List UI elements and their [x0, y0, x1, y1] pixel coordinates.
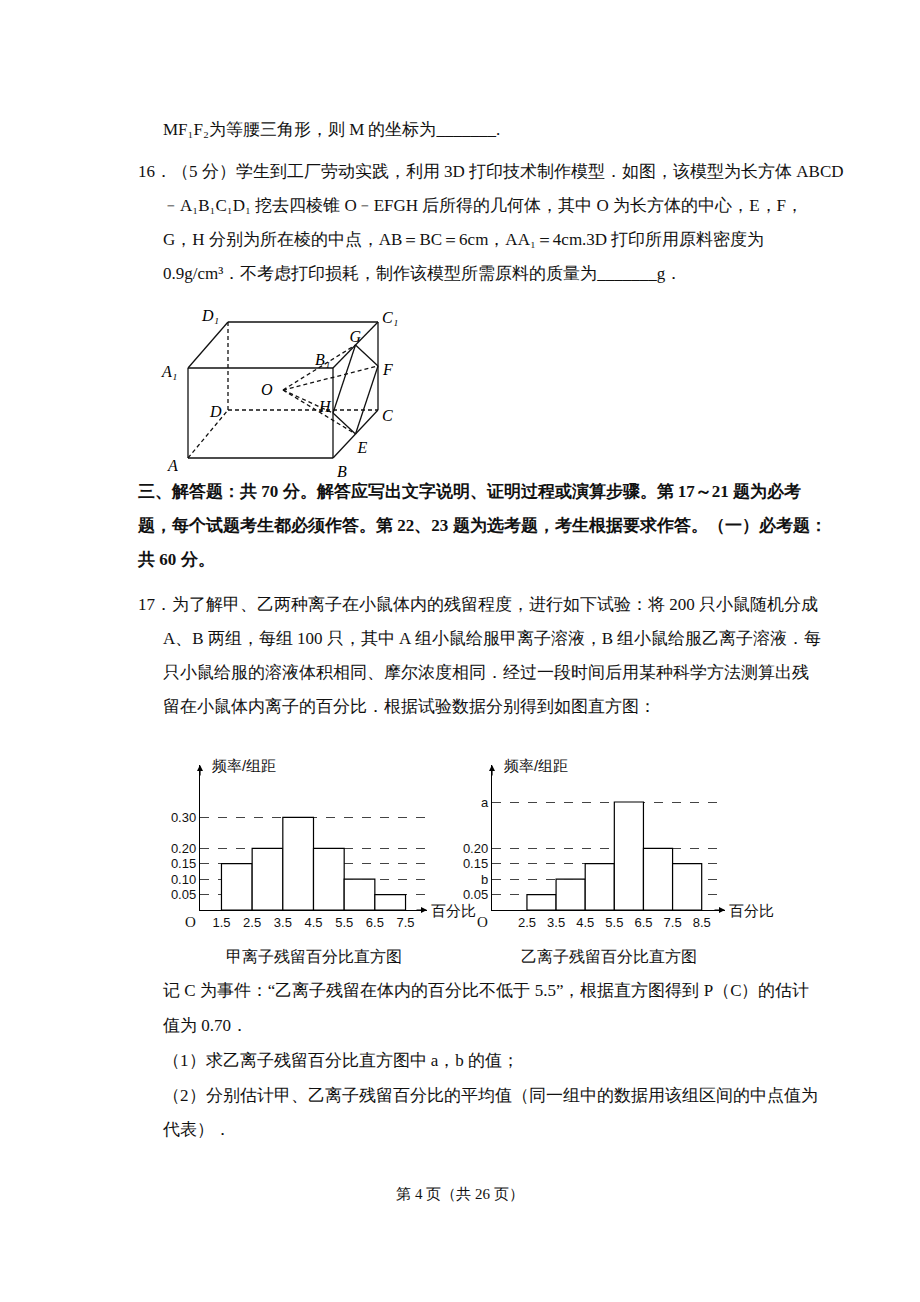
svg-text:D₁: D₁ — [201, 307, 219, 324]
svg-text:F: F — [382, 361, 393, 378]
svg-text:4.5: 4.5 — [304, 915, 322, 930]
svg-text:5.5: 5.5 — [335, 915, 353, 930]
svg-text:A: A — [167, 457, 178, 474]
svg-text:C₁: C₁ — [382, 309, 398, 326]
html-text:（2）分别估计甲、乙离子残留百分比的平均值（同一组中的数据用: （2）分别估计甲、乙离子残留百分比的平均值（同一组中的数据用该组区间的中点值为 — [163, 1086, 818, 1105]
svg-text:4.5: 4.5 — [576, 915, 594, 930]
svg-text:频率/组距: 频率/组距 — [212, 757, 276, 774]
html-text:只小鼠给服的溶液体积相同、摩尔浓度相同．经过一段时间后用某种: 只小鼠给服的溶液体积相同、摩尔浓度相同．经过一段时间后用某种科学方法测算出残 — [163, 663, 809, 682]
svg-text:3.5: 3.5 — [274, 915, 292, 930]
html-text:三、解答题：共 70 分。解答应写出文字说明、证明过程或演算: 三、解答题：共 70 分。解答应写出文字说明、证明过程或演算步骤。第 17～21… — [138, 482, 801, 501]
svg-text:乙离子残留百分比直方图: 乙离子残留百分比直方图 — [521, 948, 697, 965]
svg-text:甲离子残留百分比直方图: 甲离子残留百分比直方图 — [226, 948, 402, 965]
html-text:留在小鼠体内离子的百分比．根据试验数据分别得到如图直方图：: 留在小鼠体内离子的百分比．根据试验数据分别得到如图直方图： — [163, 697, 656, 716]
svg-text:G: G — [350, 328, 362, 345]
svg-text:2.5: 2.5 — [518, 915, 536, 930]
svg-text:百分比: 百分比 — [431, 902, 476, 919]
svg-text:0.05: 0.05 — [171, 887, 196, 902]
svg-text:0.10: 0.10 — [171, 872, 196, 887]
html-text:第 4 页（共 26 页）: 第 4 页（共 26 页） — [396, 1186, 524, 1202]
html-text:17．为了解甲、乙两种离子在小鼠体内的残留程度，进行如下试验: 17．为了解甲、乙两种离子在小鼠体内的残留程度，进行如下试验：将 200 只小鼠… — [138, 595, 818, 614]
svg-text:O: O — [185, 914, 196, 930]
svg-text:1.5: 1.5 — [212, 915, 230, 930]
svg-text:频率/组距: 频率/组距 — [504, 757, 568, 774]
svg-text:0.15: 0.15 — [463, 856, 488, 871]
svg-text:D: D — [209, 403, 222, 420]
html-text:16．（5 分）学生到工厂劳动实践，利用 3D 打印技术制作: 16．（5 分）学生到工厂劳动实践，利用 3D 打印技术制作模型．如图，该模型为… — [138, 162, 844, 181]
svg-text:b: b — [481, 872, 488, 887]
svg-text:0.20: 0.20 — [171, 841, 196, 856]
svg-text:8.5: 8.5 — [693, 915, 711, 930]
html-text:G，H 分别为所在棱的中点，AB＝BC＝6cm，AA₁＝4c: G，H 分别为所在棱的中点，AB＝BC＝6cm，AA₁＝4cm.3D 打印所用原… — [163, 230, 765, 249]
svg-text:百分比: 百分比 — [729, 902, 774, 919]
html-text:题，每个试题考生都必须作答。第 22、23 题为选考题，考生: 题，每个试题考生都必须作答。第 22、23 题为选考题，考生根据要求作答。（一）… — [138, 516, 827, 535]
svg-text:a: a — [481, 795, 489, 810]
svg-text:2.5: 2.5 — [243, 915, 261, 930]
svg-text:0.20: 0.20 — [463, 841, 488, 856]
svg-text:7.5: 7.5 — [396, 915, 414, 930]
svg-text:6.5: 6.5 — [366, 915, 384, 930]
svg-text:0.15: 0.15 — [171, 856, 196, 871]
html-text:MF₁F₂为等腰三角形，则 M 的坐标为_______.: MF₁F₂为等腰三角形，则 M 的坐标为_______. — [163, 120, 501, 139]
html-text:共 60 分。: 共 60 分。 — [138, 550, 215, 569]
html-text:（1）求乙离子残留百分比直方图中 a，b 的值；: （1）求乙离子残留百分比直方图中 a，b 的值； — [163, 1051, 519, 1070]
svg-text:0.05: 0.05 — [463, 887, 488, 902]
html-text:﹣A₁B₁C₁D₁ 挖去四棱锥 O﹣EFGH 后所得的几何体: ﹣A₁B₁C₁D₁ 挖去四棱锥 O﹣EFGH 后所得的几何体，其中 O 为长方体… — [163, 196, 803, 215]
svg-text:C: C — [382, 407, 393, 424]
svg-text:0.30: 0.30 — [171, 810, 196, 825]
svg-text:7.5: 7.5 — [664, 915, 682, 930]
html-text:代表）．: 代表）． — [163, 1120, 231, 1139]
svg-text:B: B — [337, 463, 347, 480]
html-text:值为 0.70．: 值为 0.70． — [163, 1016, 248, 1035]
svg-text:O: O — [477, 914, 488, 930]
svg-text:H: H — [318, 398, 332, 415]
html-text:A、B 两组，每组 100 只，其中 A 组小鼠给服甲离子溶: A、B 两组，每组 100 只，其中 A 组小鼠给服甲离子溶液，B 组小鼠给服乙… — [163, 629, 822, 648]
html-text:记 C 为事件：“乙离子残留在体内的百分比不低于 5.5”，: 记 C 为事件：“乙离子残留在体内的百分比不低于 5.5”，根据直方图得到 P（… — [163, 981, 810, 1000]
svg-text:E: E — [357, 439, 368, 456]
svg-text:O: O — [261, 381, 273, 398]
svg-text:6.5: 6.5 — [634, 915, 652, 930]
svg-text:A₁: A₁ — [161, 363, 177, 380]
html-text:0.9g/cm³．不考虑打印损耗，制作该模型所需原料的质量为: 0.9g/cm³．不考虑打印损耗，制作该模型所需原料的质量为_______g． — [163, 264, 683, 283]
svg-text:B₁: B₁ — [315, 351, 330, 368]
svg-text:3.5: 3.5 — [547, 915, 565, 930]
svg-text:5.5: 5.5 — [605, 915, 623, 930]
